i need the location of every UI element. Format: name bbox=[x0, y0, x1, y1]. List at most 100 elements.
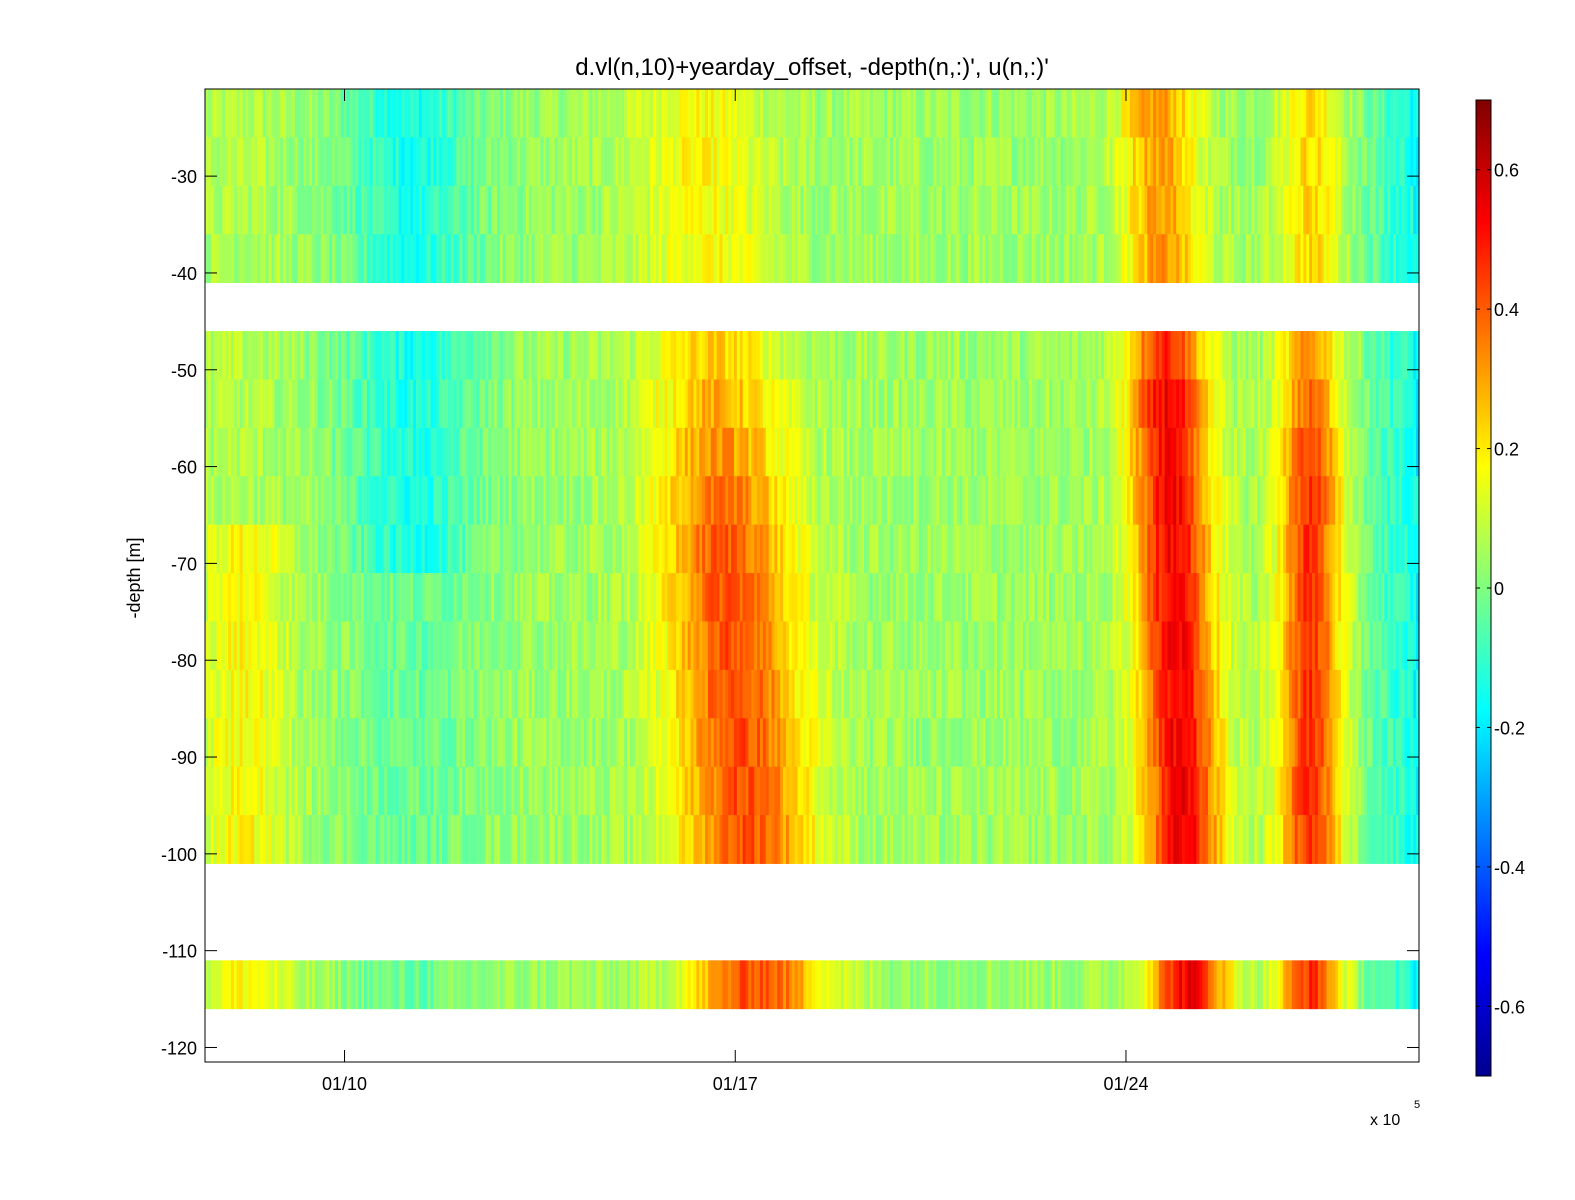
heatmap-cell bbox=[820, 379, 825, 429]
heatmap-cell bbox=[1378, 573, 1383, 622]
heatmap-cell bbox=[1014, 89, 1018, 138]
heatmap-cell bbox=[996, 137, 1001, 187]
heatmap-cell bbox=[1294, 573, 1299, 622]
heatmap-cell bbox=[496, 137, 501, 187]
heatmap-cell bbox=[601, 669, 605, 719]
heatmap-cell bbox=[653, 573, 657, 622]
heatmap-cell bbox=[722, 185, 726, 235]
heatmap-cell bbox=[1150, 621, 1154, 671]
heatmap-cell bbox=[337, 185, 342, 235]
heatmap-cell bbox=[817, 524, 822, 574]
heatmap-cell bbox=[1141, 379, 1145, 429]
heatmap-cell bbox=[944, 573, 949, 622]
heatmap-cell bbox=[1173, 669, 1177, 719]
heatmap-cell bbox=[670, 89, 674, 138]
heatmap-cell bbox=[522, 476, 527, 526]
heatmap-cell bbox=[496, 89, 501, 138]
heatmap-cell bbox=[1095, 524, 1099, 574]
heatmap-cell bbox=[736, 137, 741, 187]
heatmap-cell bbox=[297, 476, 301, 526]
heatmap-cell bbox=[976, 621, 981, 671]
heatmap-cell bbox=[433, 89, 437, 138]
heatmap-cell bbox=[601, 185, 605, 235]
heatmap-cell bbox=[759, 234, 764, 284]
heatmap-cell bbox=[829, 234, 833, 284]
heatmap-cell bbox=[1155, 621, 1160, 671]
heatmap-cell bbox=[1170, 427, 1174, 477]
heatmap-cell bbox=[794, 573, 799, 622]
heatmap-cell bbox=[1040, 89, 1044, 138]
heatmap-cell bbox=[731, 185, 735, 235]
heatmap-cell bbox=[580, 524, 585, 574]
heatmap-cell bbox=[242, 427, 247, 477]
heatmap-cell bbox=[774, 89, 778, 138]
heatmap-cell bbox=[248, 89, 252, 138]
heatmap-cell bbox=[1118, 137, 1122, 187]
heatmap-cell bbox=[869, 137, 874, 187]
heatmap-cell bbox=[655, 621, 660, 671]
heatmap-cell bbox=[693, 524, 697, 574]
heatmap-cell bbox=[1112, 379, 1117, 429]
heatmap-cell bbox=[1213, 476, 1218, 526]
heatmap-cell bbox=[389, 185, 394, 235]
heatmap-cell bbox=[846, 234, 851, 284]
heatmap-cell bbox=[994, 476, 998, 526]
heatmap-cell bbox=[314, 427, 319, 477]
heatmap-cell bbox=[823, 234, 828, 284]
heatmap-cell bbox=[846, 89, 851, 138]
heatmap-cell bbox=[942, 669, 946, 719]
heatmap-cell bbox=[624, 185, 628, 235]
heatmap-cell bbox=[1075, 137, 1079, 187]
heatmap-cell bbox=[1193, 573, 1198, 622]
heatmap-cell bbox=[794, 89, 799, 138]
heatmap-cell bbox=[485, 476, 489, 526]
heatmap-cell bbox=[1095, 476, 1099, 526]
heatmap-cell bbox=[988, 331, 992, 380]
heatmap-cell bbox=[242, 185, 247, 235]
heatmap-cell bbox=[855, 89, 859, 138]
heatmap-cell bbox=[1202, 379, 1206, 429]
heatmap-cell bbox=[427, 621, 432, 671]
heatmap-cell bbox=[225, 331, 229, 380]
heatmap-cell bbox=[1340, 137, 1345, 187]
heatmap-cell bbox=[1248, 331, 1252, 380]
heatmap-cell bbox=[233, 234, 238, 284]
heatmap-cell bbox=[207, 234, 212, 284]
heatmap-cell bbox=[1057, 234, 1062, 284]
heatmap-cell bbox=[944, 379, 949, 429]
heatmap-cell bbox=[624, 524, 628, 574]
heatmap-cell bbox=[525, 234, 530, 284]
heatmap-cell bbox=[609, 234, 614, 284]
heatmap-cell bbox=[1072, 137, 1076, 187]
heatmap-cell bbox=[887, 573, 891, 622]
heatmap-cell bbox=[537, 234, 541, 284]
heatmap-cell bbox=[1297, 573, 1302, 622]
heatmap-cell bbox=[606, 524, 611, 574]
heatmap-cell bbox=[375, 89, 380, 138]
heatmap-cell bbox=[1170, 476, 1174, 526]
heatmap-cell bbox=[1164, 89, 1169, 138]
heatmap-cell bbox=[968, 573, 972, 622]
heatmap-cell bbox=[528, 524, 533, 574]
heatmap-cell bbox=[661, 573, 666, 622]
heatmap-cell bbox=[852, 427, 856, 477]
heatmap-cell bbox=[401, 89, 406, 138]
heatmap-cell bbox=[1294, 185, 1299, 235]
heatmap-cell bbox=[1231, 621, 1235, 671]
heatmap-cell bbox=[1297, 185, 1302, 235]
heatmap-cell bbox=[907, 427, 911, 477]
heatmap-cell bbox=[1057, 476, 1062, 526]
heatmap-cell bbox=[956, 137, 961, 187]
heatmap-cell bbox=[494, 669, 498, 719]
heatmap-cell bbox=[1384, 621, 1388, 671]
heatmap-cell bbox=[496, 185, 501, 235]
heatmap-cell bbox=[236, 573, 241, 622]
heatmap-cell bbox=[1095, 185, 1099, 235]
heatmap-cell bbox=[476, 427, 481, 477]
heatmap-cell bbox=[1303, 524, 1307, 574]
heatmap-cell bbox=[517, 621, 521, 671]
heatmap-cell bbox=[1242, 573, 1247, 622]
heatmap-cell bbox=[1103, 476, 1108, 526]
heatmap-cell bbox=[924, 621, 929, 671]
heatmap-cell bbox=[355, 234, 359, 284]
